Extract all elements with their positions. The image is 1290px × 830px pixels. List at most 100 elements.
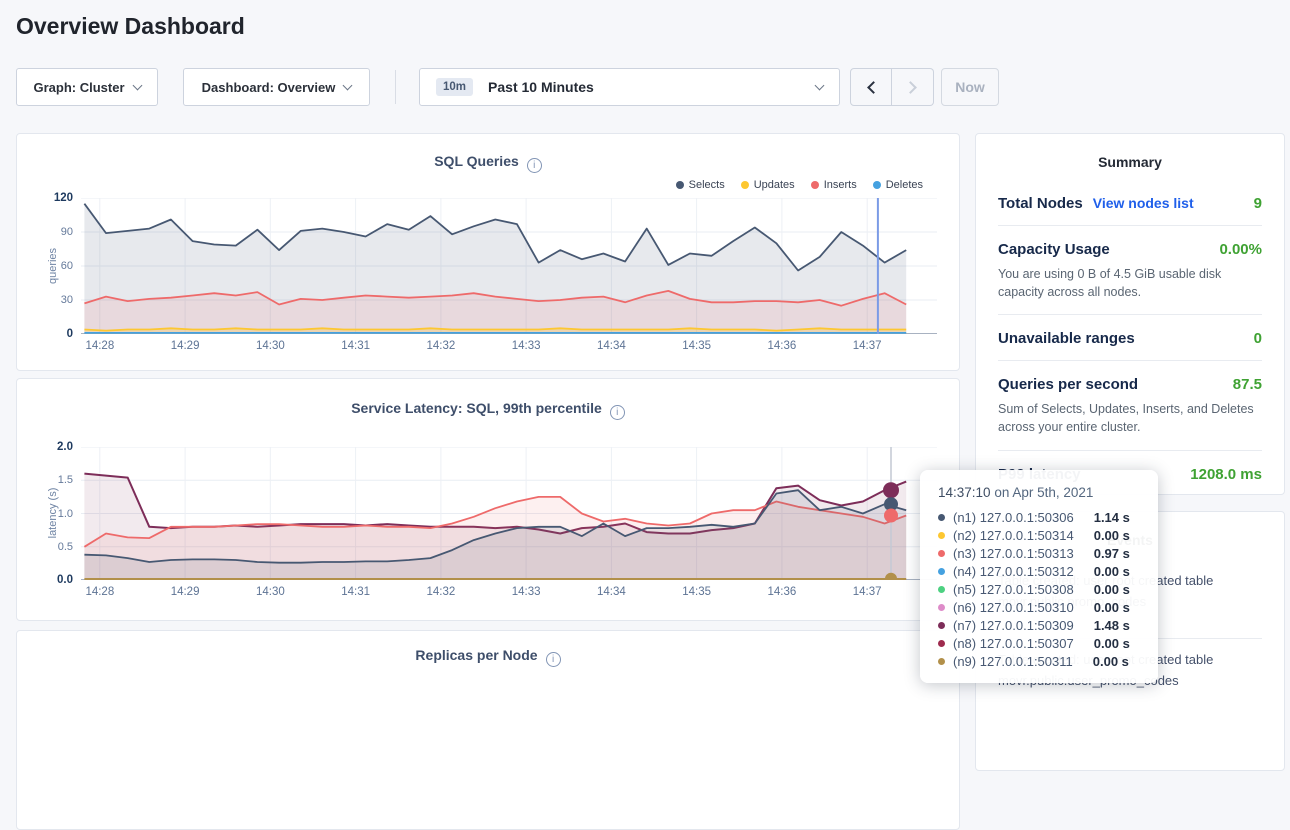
- graph-dropdown-label: Graph: Cluster: [33, 80, 124, 95]
- time-range-dropdown[interactable]: 10m Past 10 Minutes: [419, 68, 840, 106]
- y-axis-tick: 120: [54, 192, 73, 204]
- y-axis-tick: 0.5: [58, 541, 73, 553]
- tooltip-node-value: 0.97 s: [1094, 546, 1130, 561]
- y-axis-tick: 0: [67, 328, 73, 340]
- summary-row-head: Total NodesView nodes list9: [998, 195, 1262, 212]
- tooltip-node-row: (n6) 127.0.0.1:503100.00 s: [938, 598, 1140, 616]
- info-icon[interactable]: [546, 652, 561, 667]
- tooltip-node-value: 0.00 s: [1094, 528, 1130, 543]
- previous-time-button[interactable]: [850, 68, 892, 106]
- inserts-series-dot: [811, 181, 819, 189]
- x-axis-tick: 14:29: [171, 586, 200, 598]
- time-range-badge: 10m: [436, 78, 473, 96]
- tooltip-node-name: (n1) 127.0.0.1:50306: [953, 510, 1074, 525]
- updates-series-dot: [741, 181, 749, 189]
- y-axis-labels: 0306090120: [25, 198, 73, 334]
- x-axis-tick: 14:35: [682, 586, 711, 598]
- x-axis-tick: 14:28: [85, 586, 114, 598]
- dashboard-dropdown-label: Dashboard: Overview: [202, 80, 336, 95]
- tooltip-node-name: (n4) 127.0.0.1:50312: [953, 564, 1074, 579]
- tooltip-node-row: (n9) 127.0.0.1:503110.00 s: [938, 652, 1140, 670]
- chevron-down-icon: [815, 80, 825, 90]
- chart-title-row: SQL Queries: [17, 134, 959, 173]
- tooltip-node-value: 0.00 s: [1094, 582, 1130, 597]
- service-latency-plot[interactable]: [81, 447, 937, 580]
- sql-queries-plot[interactable]: [81, 198, 937, 334]
- y-axis-tick: 30: [61, 294, 73, 306]
- replicas-per-node-chart-title: Replicas per Node: [415, 647, 537, 663]
- tooltip-rows: (n1) 127.0.0.1:503061.14 s(n2) 127.0.0.1…: [938, 508, 1140, 670]
- tooltip-node-row: (n5) 127.0.0.1:503080.00 s: [938, 580, 1140, 598]
- node-series-dot: [938, 622, 945, 629]
- tooltip-date: Apr 5th, 2021: [1012, 485, 1093, 500]
- summary-row: Queries per second87.5 Sum of Selects, Up…: [998, 361, 1262, 450]
- y-axis-tick: 2.0: [57, 441, 73, 453]
- y-axis-tick: 0.0: [57, 574, 73, 586]
- summary-metric-value: 87.5: [1233, 376, 1262, 393]
- legend-label: Selects: [689, 179, 725, 191]
- x-axis-tick: 14:33: [512, 340, 541, 352]
- tooltip-node-value: 1.48 s: [1094, 618, 1130, 633]
- summary-metric-description: Sum of Selects, Updates, Inserts, and De…: [998, 400, 1262, 436]
- tooltip-time: 14:37:10: [938, 485, 991, 500]
- y-axis-tick: 60: [61, 260, 73, 272]
- time-range-label: Past 10 Minutes: [488, 79, 594, 95]
- tooltip-node-row: (n8) 127.0.0.1:503070.00 s: [938, 634, 1140, 652]
- replicas-per-node-chart-panel: Replicas per Node: [16, 630, 960, 830]
- summary-row-head: Queries per second87.5: [998, 376, 1262, 393]
- node-series-dot: [938, 514, 945, 521]
- chart-legend: SelectsUpdatesInsertsDeletes: [676, 179, 923, 191]
- chart-hover-tooltip: 14:37:10 on Apr 5th, 2021 (n1) 127.0.0.1…: [920, 470, 1158, 683]
- x-axis-tick: 14:30: [256, 340, 285, 352]
- x-axis-tick: 14:37: [853, 340, 882, 352]
- x-axis-tick: 14:34: [597, 586, 626, 598]
- view-nodes-list-link[interactable]: View nodes list: [1093, 195, 1194, 211]
- x-axis-labels: 14:2814:2914:3014:3114:3214:3314:3414:35…: [81, 340, 937, 356]
- tooltip-on: on: [994, 485, 1009, 500]
- x-axis-tick: 14:33: [512, 586, 541, 598]
- node-series-dot: [938, 604, 945, 611]
- dashboard-dropdown[interactable]: Dashboard: Overview: [183, 68, 370, 106]
- summary-row-head: Unavailable ranges0: [998, 330, 1262, 347]
- summary-panel: Summary Total NodesView nodes list9Capac…: [975, 133, 1285, 495]
- y-axis-tick: 90: [61, 226, 73, 238]
- summary-rows: Total NodesView nodes list9Capacity Usag…: [976, 170, 1284, 496]
- tooltip-node-value: 0.00 s: [1094, 564, 1130, 579]
- node-series-dot: [938, 640, 945, 647]
- node-series-dot: [938, 586, 945, 593]
- deletes-series-dot: [873, 181, 881, 189]
- x-axis-tick: 14:32: [426, 340, 455, 352]
- chevron-down-icon: [132, 80, 142, 90]
- next-time-button[interactable]: [892, 68, 934, 106]
- y-axis-tick: 1.0: [58, 508, 73, 520]
- node-series-dot: [938, 532, 945, 539]
- info-icon[interactable]: [527, 158, 542, 173]
- tooltip-node-name: (n2) 127.0.0.1:50314: [953, 528, 1074, 543]
- summary-metric-value: 0.00%: [1219, 241, 1262, 258]
- tooltip-node-name: (n8) 127.0.0.1:50307: [953, 636, 1074, 651]
- x-axis-tick: 14:31: [341, 586, 370, 598]
- chevron-down-icon: [343, 80, 353, 90]
- time-step-buttons: [850, 68, 934, 106]
- summary-metric-label: Total Nodes: [998, 195, 1083, 212]
- graph-dropdown[interactable]: Graph: Cluster: [16, 68, 158, 106]
- now-button[interactable]: Now: [941, 68, 999, 106]
- x-axis-tick: 14:28: [85, 340, 114, 352]
- info-icon[interactable]: [610, 405, 625, 420]
- x-axis-tick: 14:36: [768, 586, 797, 598]
- service-latency-chart-title: Service Latency: SQL, 99th percentile: [351, 400, 602, 416]
- tooltip-timestamp: 14:37:10 on Apr 5th, 2021: [938, 485, 1140, 500]
- node-series-dot: [938, 568, 945, 575]
- summary-row-head: Capacity Usage0.00%: [998, 241, 1262, 258]
- tooltip-node-row: (n2) 127.0.0.1:50314 0.00 s: [938, 526, 1140, 544]
- legend-item: Deletes: [873, 179, 923, 191]
- x-axis-tick: 14:32: [426, 586, 455, 598]
- tooltip-node-name: (n9) 127.0.0.1:50311: [953, 654, 1073, 669]
- tooltip-node-row: (n4) 127.0.0.1:50312 0.00 s: [938, 562, 1140, 580]
- tooltip-node-name: (n3) 127.0.0.1:50313: [953, 546, 1074, 561]
- summary-metric-value: 0: [1254, 330, 1262, 347]
- tooltip-node-name: (n7) 127.0.0.1:50309: [953, 618, 1074, 633]
- y-axis-tick: 1.5: [58, 474, 73, 486]
- selects-series-dot: [676, 181, 684, 189]
- summary-row: Total NodesView nodes list9: [998, 180, 1262, 226]
